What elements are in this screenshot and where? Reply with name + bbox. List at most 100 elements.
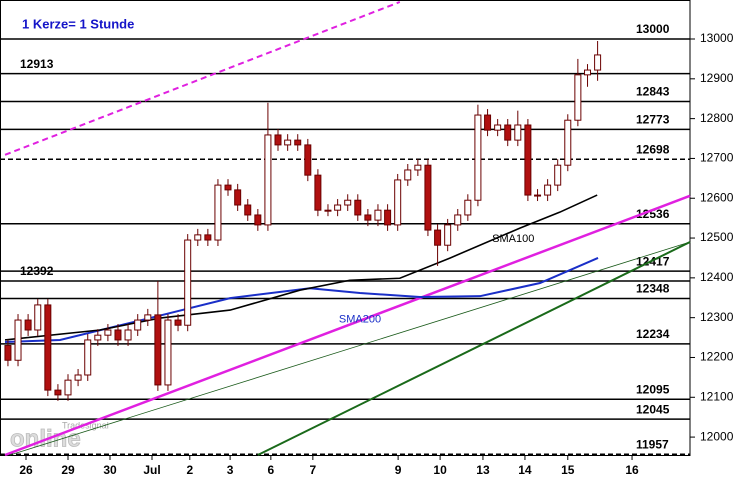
candle-body: [474, 114, 482, 201]
candle-body: [54, 389, 62, 396]
candle-body: [4, 345, 12, 361]
y-tick-label: 12500: [700, 230, 734, 244]
level-label: 12348: [636, 282, 670, 296]
level-label: 12698: [636, 142, 670, 156]
candle-body: [144, 314, 152, 321]
candle-body: [424, 164, 432, 231]
x-tick-label: 3: [227, 463, 234, 477]
candle-body: [244, 204, 252, 216]
candle-body: [444, 224, 452, 246]
x-tick-label: 16: [625, 463, 639, 477]
y-tick-label: 12100: [700, 389, 734, 403]
candle-body: [44, 304, 52, 391]
x-tick-label: 26: [19, 463, 33, 477]
candle-body: [494, 124, 502, 131]
candle-body: [84, 339, 92, 376]
candle-body: [134, 319, 142, 331]
y-tick-label: 12300: [700, 310, 734, 324]
candle-body: [384, 209, 392, 226]
y-tick-label: 12400: [700, 270, 734, 284]
y-tick-label: 12200: [700, 350, 734, 364]
y-tick-label: 13000: [700, 31, 734, 45]
candle-body: [194, 234, 202, 241]
x-tick-label: 10: [433, 463, 447, 477]
x-tick-label: 14: [518, 463, 532, 477]
candle-body: [584, 69, 592, 76]
trendline: [9, 241, 691, 456]
candle-body: [524, 124, 532, 196]
level-label: 12045: [636, 402, 670, 416]
candle-body: [484, 114, 492, 131]
candle-body: [454, 214, 462, 226]
trendline: [4, 1, 401, 156]
candle-body: [464, 199, 472, 216]
sma-label: SMA200: [339, 314, 381, 326]
candle-body: [204, 234, 212, 241]
trendline: [257, 241, 691, 456]
y-tick-label: 12700: [700, 151, 734, 165]
chart-title: 1 Kerze= 1 Stunde: [22, 16, 134, 31]
candle-body: [434, 229, 442, 246]
candle-body: [14, 319, 22, 361]
x-tick-label: 13: [476, 463, 490, 477]
level-label: 12773: [636, 113, 670, 127]
level-label: 12913: [20, 57, 54, 71]
level-label: 12843: [636, 85, 670, 99]
candle-body: [254, 214, 262, 226]
candle-body: [324, 209, 332, 212]
candle-body: [344, 199, 352, 206]
candle-body: [234, 189, 242, 206]
candle-body: [334, 204, 342, 211]
candle-body: [534, 194, 542, 197]
candle-body: [304, 144, 312, 176]
candle-body: [564, 119, 572, 166]
level-label: 12536: [636, 207, 670, 221]
candle-body: [224, 184, 232, 191]
level-label: 11957: [636, 437, 669, 451]
candle-body: [394, 179, 402, 226]
candle-body: [544, 184, 552, 196]
candle-body: [404, 169, 412, 181]
candle-body: [414, 164, 422, 171]
level-label: 12234: [636, 327, 670, 341]
candle-body: [184, 239, 192, 326]
y-tick-label: 12000: [700, 429, 734, 443]
candle-body: [34, 304, 42, 331]
candle-body: [114, 329, 122, 341]
candle-body: [504, 124, 512, 141]
candle-body: [24, 319, 32, 331]
x-tick-label: 7: [310, 463, 317, 477]
candle-body: [124, 329, 132, 341]
candle-body: [314, 174, 322, 211]
level-label: 13000: [636, 22, 670, 36]
trendline: [4, 194, 691, 457]
candle-body: [274, 134, 282, 146]
x-tick-label: 15: [561, 463, 575, 477]
candle-body: [214, 184, 222, 241]
candle-body: [174, 319, 182, 326]
x-tick-label: 30: [103, 463, 117, 477]
candle-body: [284, 139, 292, 146]
candle-body: [364, 214, 372, 221]
candle-body: [594, 54, 602, 71]
y-tick-label: 12600: [700, 190, 734, 204]
x-tick-label: Jul: [143, 463, 160, 477]
x-tick-label: 6: [268, 463, 275, 477]
candle-body: [574, 74, 582, 121]
candle-body: [164, 319, 172, 386]
candle-body: [64, 379, 72, 396]
candle-body: [374, 209, 382, 221]
x-tick-label: 29: [61, 463, 75, 477]
x-tick-label: 9: [395, 463, 402, 477]
y-tick-label: 12800: [700, 111, 734, 125]
y-tick-label: 12900: [700, 71, 734, 85]
candle-body: [554, 164, 562, 186]
candle-body: [74, 374, 82, 381]
candle-body: [94, 334, 102, 341]
sma-label: SMA100: [492, 233, 534, 245]
plot-frame: [0, 0, 691, 456]
candle-body: [154, 314, 162, 386]
candle-body: [294, 139, 302, 146]
candle-body: [264, 134, 272, 226]
